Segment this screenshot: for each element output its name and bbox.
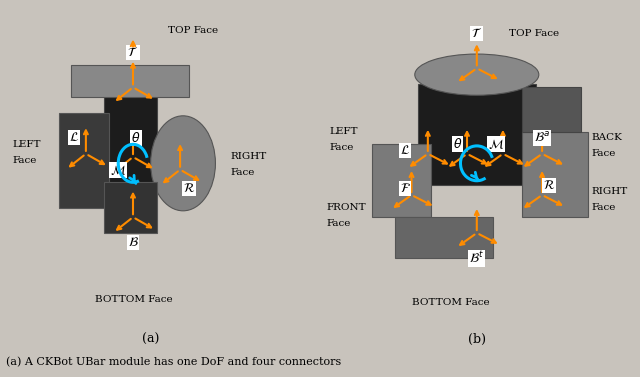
FancyBboxPatch shape [522, 87, 581, 132]
Text: $\mathcal{R}$: $\mathcal{R}$ [543, 179, 555, 192]
FancyBboxPatch shape [104, 182, 157, 233]
Text: $\mathcal{R}$: $\mathcal{R}$ [183, 182, 195, 195]
Text: (a): (a) [141, 333, 159, 346]
Text: $\mathcal{B}^a$: $\mathcal{B}^a$ [534, 131, 550, 145]
FancyBboxPatch shape [418, 84, 536, 185]
Text: $\mathcal{T}$: $\mathcal{T}$ [127, 46, 138, 59]
Text: $\mathcal{L}$: $\mathcal{L}$ [400, 144, 410, 157]
Text: (b): (b) [468, 333, 486, 346]
Text: Face: Face [591, 203, 616, 212]
Text: BOTTOM Face: BOTTOM Face [95, 295, 172, 304]
Text: Face: Face [330, 143, 355, 152]
Polygon shape [522, 132, 588, 217]
Text: Face: Face [591, 149, 616, 158]
Text: RIGHT: RIGHT [591, 187, 627, 196]
Text: BACK: BACK [591, 133, 622, 143]
Text: BOTTOM Face: BOTTOM Face [412, 298, 489, 307]
Text: (a) A CKBot UBar module has one DoF and four connectors: (a) A CKBot UBar module has one DoF and … [6, 357, 342, 367]
Ellipse shape [415, 54, 539, 95]
Text: TOP Face: TOP Face [168, 26, 218, 35]
Text: TOP Face: TOP Face [509, 29, 559, 38]
Text: $\mathcal{B}^t$: $\mathcal{B}^t$ [469, 251, 484, 266]
Ellipse shape [150, 116, 216, 211]
Text: Face: Face [230, 168, 255, 177]
Text: $\mathcal{M}$: $\mathcal{M}$ [488, 137, 504, 151]
Text: RIGHT: RIGHT [230, 152, 266, 161]
Text: LEFT: LEFT [12, 140, 41, 149]
Text: $\mathcal{B}$: $\mathcal{B}$ [127, 236, 138, 249]
Text: $\theta$: $\theta$ [131, 131, 141, 145]
Text: $\mathcal{F}$: $\mathcal{F}$ [399, 182, 410, 195]
Polygon shape [372, 144, 431, 217]
Text: $\mathcal{M}$: $\mathcal{M}$ [110, 162, 126, 177]
Polygon shape [71, 65, 189, 97]
Text: LEFT: LEFT [330, 127, 358, 136]
Text: $\mathcal{L}$: $\mathcal{L}$ [69, 132, 79, 144]
Text: FRONT: FRONT [326, 203, 366, 212]
FancyBboxPatch shape [104, 93, 157, 185]
Text: Face: Face [12, 156, 36, 165]
Polygon shape [396, 217, 493, 258]
Polygon shape [60, 113, 109, 208]
Text: $\theta$: $\theta$ [452, 137, 462, 151]
Text: Face: Face [326, 219, 351, 228]
Text: $\mathcal{T}$: $\mathcal{T}$ [471, 27, 483, 40]
